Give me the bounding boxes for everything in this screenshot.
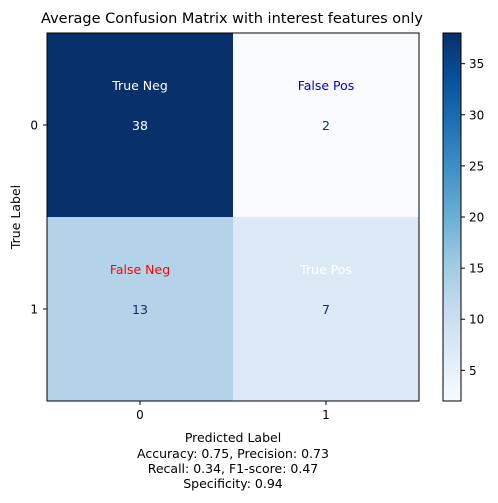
metrics-line-0: Accuracy: 0.75, Precision: 0.73: [137, 446, 329, 461]
matrix-cell-0-0: [47, 33, 234, 218]
colorbar-tick-label-4: 25: [469, 159, 484, 173]
chart-title: Average Confusion Matrix with interest f…: [41, 11, 423, 27]
metrics-line-2: Specificity: 0.94: [183, 476, 283, 491]
metrics-line-1: Recall: 0.34, F1-score: 0.47: [148, 461, 319, 476]
colorbar-tick-label-5: 30: [469, 108, 484, 122]
colorbar-tick-label-3: 20: [469, 211, 484, 225]
matrix-frame: [46, 32, 420, 402]
x-tick-label-0: 0: [136, 408, 144, 422]
cell-value-1-0: 13: [132, 302, 148, 317]
cell-label-1-0: False Neg: [110, 262, 170, 277]
cell-label-0-1: False Pos: [298, 78, 355, 93]
matrix-cell-1-1: [233, 217, 420, 402]
colorbar-tick-label-0: 5: [469, 364, 477, 378]
matrix-cells: [47, 33, 420, 402]
x-tick-label-1: 1: [322, 408, 330, 422]
y-tick-label-0: 0: [30, 119, 38, 133]
cell-annotations: True Neg 38 False Pos 2 False Neg 13 True Pos 7: [110, 78, 354, 317]
cell-label-1-1: True Pos: [299, 262, 352, 277]
y-tick-label-1: 1: [30, 303, 38, 317]
colorbar-tick-label-6: 35: [469, 57, 484, 71]
y-axis-label: True Label: [8, 185, 23, 250]
matrix-cell-1-0: [47, 217, 234, 402]
matrix-cell-0-1: [233, 33, 420, 218]
colorbar-tick-label-2: 15: [469, 262, 484, 276]
cell-value-1-1: 7: [322, 302, 330, 317]
cell-value-0-1: 2: [322, 118, 330, 133]
colorbar-ticks: 5 10 15 20 25 30 35: [461, 57, 484, 378]
y-axis-ticks: 01: [30, 119, 47, 317]
colorbar: [442, 32, 462, 402]
cell-value-0-0: 38: [132, 118, 148, 133]
x-axis-label: Predicted Label: [185, 430, 281, 445]
cell-label-0-0: True Neg: [111, 78, 168, 93]
colorbar-tick-label-1: 10: [469, 313, 484, 327]
